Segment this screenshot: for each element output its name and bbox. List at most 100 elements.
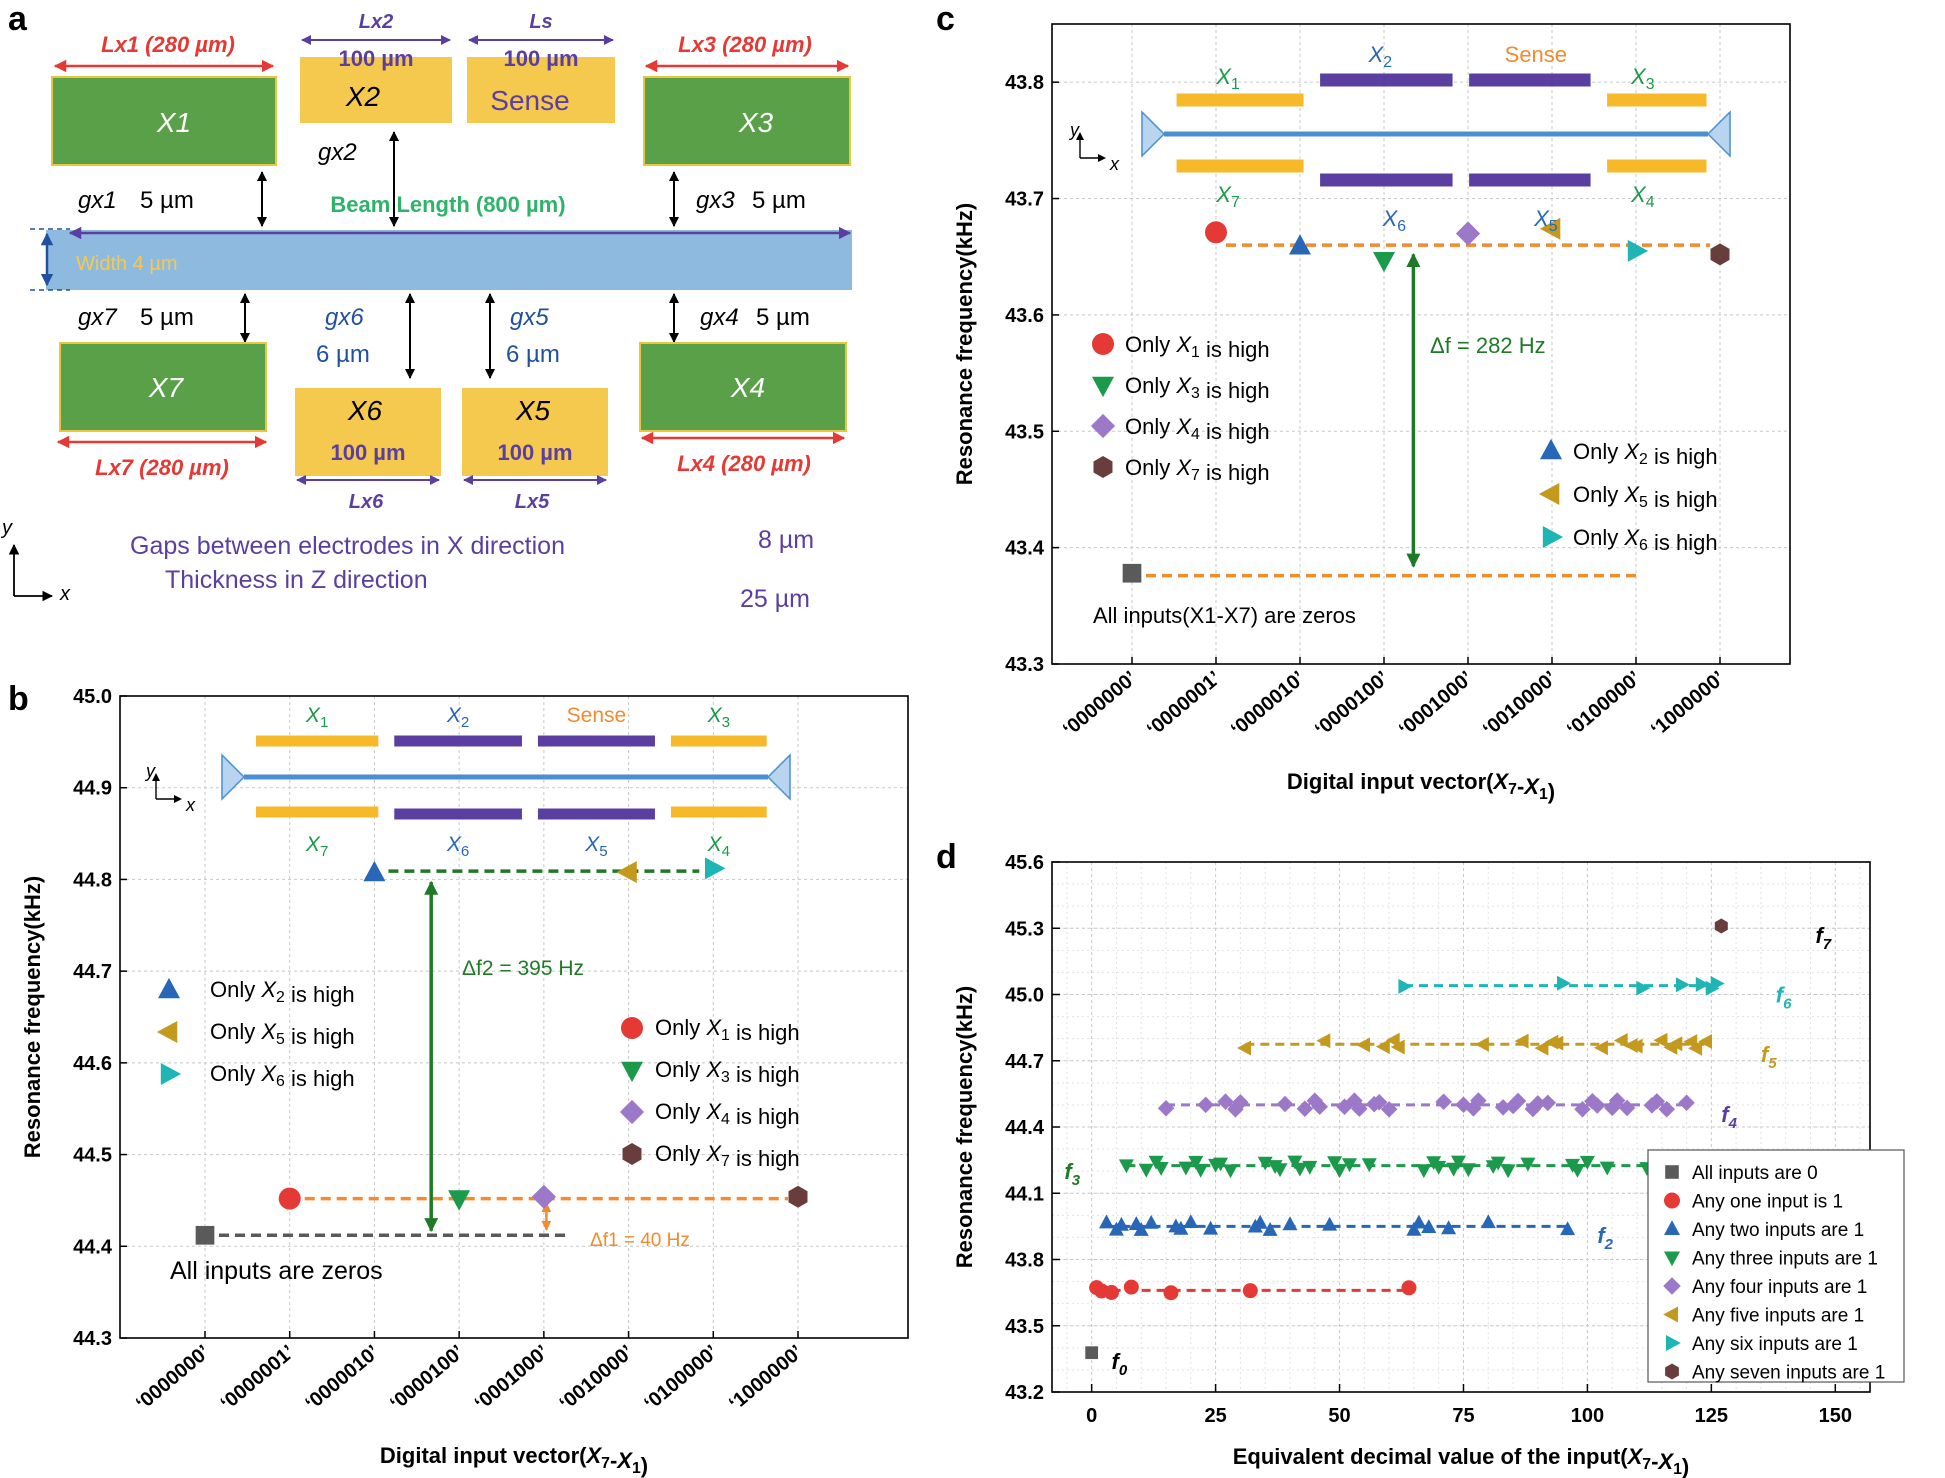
legend-marker <box>1093 456 1113 478</box>
marker-square <box>1122 563 1142 583</box>
x5-label: X5 <box>515 395 551 426</box>
panel-a: a X1 Lx1 (280 µm) Lx2 100 µm X2 Ls 100 µ… <box>0 0 852 613</box>
point-triangle-down <box>1451 1155 1466 1170</box>
point-triangle-up <box>1173 1220 1189 1235</box>
point-triangle-down <box>1213 1157 1229 1172</box>
x-tick-label: ‘1000000’ <box>725 1341 807 1415</box>
y-axis-title: Resonance frequency(kHz) <box>952 203 977 485</box>
panel-d: d 0 25 50 75 100 125 150 43.2 43.5 43.8 44.1 44.4 44… <box>936 838 1905 1478</box>
inset-label-bottom: X7 <box>1215 182 1240 211</box>
point-circle <box>1401 1280 1417 1296</box>
x-tick-label: ‘0000001’ <box>1143 667 1225 741</box>
point-triangle-left <box>1613 1033 1628 1048</box>
legend-label: Any two inputs are 1 <box>1692 1220 1864 1241</box>
point-diamond <box>1311 1098 1328 1115</box>
point-triangle-down <box>1138 1163 1154 1178</box>
x-tick-label: 125 <box>1695 1405 1728 1427</box>
delta-f1-label: Δf1 = 40 Hz <box>590 1230 690 1251</box>
inset-axis-x-head <box>174 795 182 803</box>
gaps-value: 8 µm <box>758 526 814 554</box>
inset-electrode-top <box>537 735 655 747</box>
legend-label: Only X4 is high <box>1125 414 1270 444</box>
y-tick-label: 43.5 <box>1005 1316 1044 1338</box>
chart-d-legend: All inputs are 0 Any one input is 1 Any tw… <box>1647 1149 1905 1384</box>
point-triangle-up <box>1421 1219 1437 1233</box>
y-tick-label: 44.7 <box>1005 1051 1044 1073</box>
point-triangle-down <box>1223 1164 1238 1179</box>
y-tick-label: 45.0 <box>73 686 112 708</box>
y-tick-label: 44.4 <box>73 1236 113 1258</box>
point-triangle-down <box>1272 1163 1288 1178</box>
legend-marker <box>1665 1165 1679 1179</box>
point-triangle-down <box>1361 1158 1377 1173</box>
electrode-x4: X4 Lx4 (280 µm) <box>639 342 847 476</box>
x-tick-label: ‘0001000’ <box>471 1341 553 1415</box>
inset-electrode-bottom <box>1607 159 1707 173</box>
legend-marker <box>1664 1220 1680 1235</box>
x-tick-label: ‘0010000’ <box>1479 667 1561 741</box>
panel-b: b 44.3 44.4 44.5 44.6 44.7 44.8 44.9 45.0 ‘00000… <box>8 680 909 1478</box>
inset-label-top: X3 <box>1630 64 1655 93</box>
lx5-name: Lx5 <box>515 491 550 513</box>
gx5-label: gx5 <box>510 304 549 331</box>
x4-label: X4 <box>730 372 765 403</box>
series-label-f5: f5 <box>1761 1042 1777 1072</box>
x3-label: X3 <box>738 107 774 138</box>
point-triangle-down <box>1118 1159 1134 1174</box>
x6-label: X6 <box>347 395 383 426</box>
marker-hexagon <box>788 1185 808 1208</box>
legend-label: Only X2 is high <box>1573 439 1718 469</box>
x-tick-label: ‘0000010’ <box>1227 667 1309 741</box>
chart-c-legend: Only X1 is high Only X3 is high Only X4 is… <box>1090 332 1718 555</box>
electrode-x1: X1 Lx1 (280 µm) <box>51 32 277 166</box>
legend-label: Any four inputs are 1 <box>1692 1277 1867 1298</box>
point-triangle-up <box>1282 1216 1298 1231</box>
point-triangle-left <box>1668 1036 1683 1052</box>
inset-axis-x-label: x <box>1109 154 1120 174</box>
point-triangle-up <box>1183 1214 1199 1228</box>
point-triangle-down <box>1332 1164 1347 1179</box>
point-triangle-up <box>1133 1222 1149 1236</box>
x-tick-label: 50 <box>1328 1405 1350 1427</box>
point-triangle-down <box>1193 1163 1209 1178</box>
point-triangle-left <box>1594 1040 1608 1056</box>
chart-c-inset: X1 X7 X2 X6 Sense X5 X3 X4 y x <box>1068 42 1731 235</box>
x-tick-label: ‘0010000’ <box>555 1341 637 1415</box>
lx7-label: Lx7 (280 µm) <box>95 455 229 480</box>
marker-triangle-up <box>1289 234 1311 255</box>
point-diamond <box>1380 1101 1398 1118</box>
x-tick-label: 25 <box>1204 1405 1226 1427</box>
y-tick-label: 45.6 <box>1005 852 1044 874</box>
legend-marker <box>1092 376 1114 398</box>
axis-indicator-a: y x <box>0 517 71 605</box>
point-triangle-up <box>1113 1216 1129 1231</box>
inset-electrode-top <box>1176 93 1304 107</box>
legend-label: Only X1 is high <box>655 1015 800 1045</box>
point-triangle-up <box>1322 1216 1338 1231</box>
point-diamond <box>1648 1093 1666 1110</box>
point-triangle-down <box>1153 1162 1169 1176</box>
point-triangle-right <box>1557 975 1571 991</box>
x-tick-label: ‘0000000’ <box>1059 667 1141 741</box>
inset-anchor-right <box>1706 110 1731 158</box>
point-triangle-up <box>1441 1220 1457 1235</box>
legend-marker <box>1666 1335 1681 1351</box>
point-triangle-down <box>1327 1156 1343 1171</box>
marker-triangle-right <box>1627 239 1649 262</box>
point-triangle-left <box>1688 1040 1703 1056</box>
gx6-label: gx6 <box>325 304 364 331</box>
panel-d-letter: d <box>936 838 957 876</box>
point-triangle-left <box>1549 1035 1564 1051</box>
inset-axis-y-label: y <box>144 761 156 781</box>
panel-b-letter: b <box>8 680 29 718</box>
point-triangle-down <box>1416 1164 1432 1179</box>
electrode-x7: X7 Lx7 (280 µm) <box>56 342 268 480</box>
inset-axis-x-label: x <box>185 795 196 815</box>
point-diamond <box>1470 1092 1487 1109</box>
point-diamond <box>1539 1094 1556 1112</box>
inset-electrode-top <box>1320 73 1453 87</box>
y-axis-title: Resonance frequency(kHz) <box>20 876 45 1158</box>
point-triangle-right <box>1695 976 1710 992</box>
inset-label-bottom: X4 <box>1630 182 1655 211</box>
legend-label: Only X4 is high <box>655 1099 800 1129</box>
